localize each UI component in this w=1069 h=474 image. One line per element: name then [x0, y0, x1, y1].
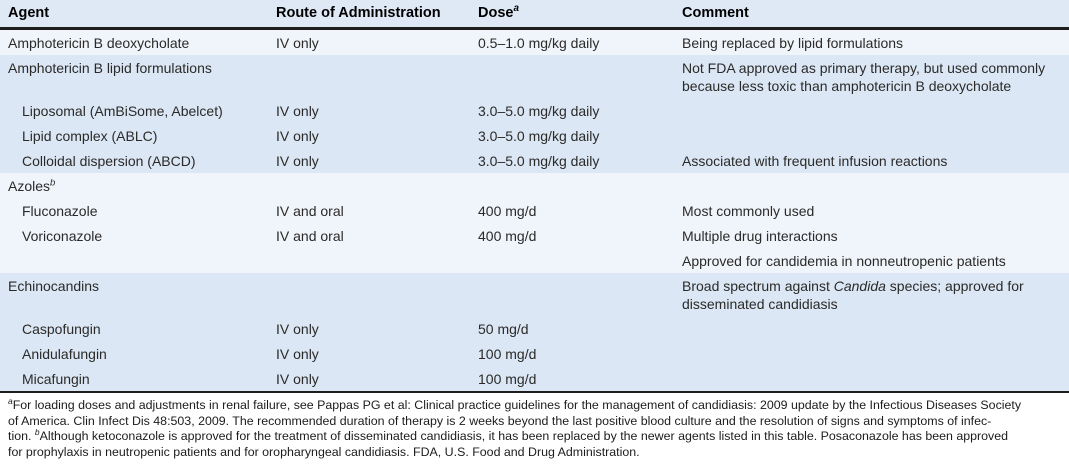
dose-cell: 100 mg/d — [470, 366, 674, 391]
route-cell: IV only — [268, 28, 470, 55]
agent-cell: Colloidal dispersion (ABCD) — [0, 148, 268, 173]
table-row: Approved for candidemia in nonneutropeni… — [0, 248, 1069, 273]
agent-cell: Azolesb — [0, 173, 268, 198]
table-row: Fluconazole IV and oral 400 mg/d Most commo… — [0, 198, 1069, 223]
route-cell — [268, 173, 470, 198]
table-row: Azolesb — [0, 173, 1069, 198]
route-cell: IV and oral — [268, 223, 470, 248]
route-cell: IV only — [268, 316, 470, 341]
table-body: Amphotericin B deoxycholate IV only 0.5–1.… — [0, 28, 1069, 391]
agent-cell: Micafungin — [0, 366, 268, 391]
comment-cell — [674, 98, 1069, 123]
agent-cell: Voriconazole — [0, 223, 268, 248]
agent-cell: Fluconazole — [0, 198, 268, 223]
col-header-agent: Agent — [0, 0, 268, 30]
dose-cell: 400 mg/d — [470, 223, 674, 248]
agent-cell: Amphotericin B deoxycholate — [0, 28, 268, 55]
comment-cell: Most commonly used — [674, 198, 1069, 223]
col-header-dose: Dosea — [470, 0, 674, 30]
route-cell — [268, 248, 470, 273]
table-row: Echinocandins Broad spectrum against Cand… — [0, 273, 1069, 316]
header-row: Agent Route of Administration Dosea Comm… — [0, 0, 1069, 30]
dose-cell: 3.0–5.0 mg/kg daily — [470, 148, 674, 173]
route-cell — [268, 273, 470, 316]
footnote-line: tion. bAlthough ketoconazole is approved… — [8, 426, 1009, 443]
table-footnote: aFor loading doses and adjustments in re… — [0, 391, 1069, 460]
table-row: Amphotericin B lipid formulations Not FDA… — [0, 55, 1069, 98]
col-header-comment: Comment — [674, 0, 1069, 30]
agent-cell: Anidulafungin — [0, 341, 268, 366]
table-row: Colloidal dispersion (ABCD) IV only 3.0–5.… — [0, 148, 1069, 173]
route-cell: IV only — [268, 98, 470, 123]
route-cell: IV only — [268, 341, 470, 366]
table-header: Agent Route of Administration Dosea Comm… — [0, 0, 1069, 30]
comment-cell: Multiple drug interactions — [674, 223, 1069, 248]
route-cell — [268, 55, 470, 98]
footnote-line: aFor loading doses and adjustments in re… — [8, 395, 1022, 412]
dose-cell — [470, 248, 674, 273]
route-cell: IV only — [268, 148, 470, 173]
comment-cell: Not FDA approved as primary therapy, but… — [674, 55, 1069, 98]
route-cell: IV only — [268, 123, 470, 148]
agent-cell: Amphotericin B lipid formulations — [0, 55, 268, 98]
comment-cell — [674, 341, 1069, 366]
table-row: Liposomal (AmBiSome, Abelcet) IV only 3.0–… — [0, 98, 1069, 123]
dose-cell — [470, 173, 674, 198]
dose-cell: 400 mg/d — [470, 198, 674, 223]
comment-cell: Associated with frequent infusion reacti… — [674, 148, 1069, 173]
agent-cell: Echinocandins — [0, 273, 268, 316]
table-row: Micafungin IV only 100 mg/d — [0, 366, 1069, 391]
dose-cell: 3.0–5.0 mg/kg daily — [470, 98, 674, 123]
dose-cell — [470, 273, 674, 316]
dose-cell: 0.5–1.0 mg/kg daily — [470, 28, 674, 55]
comment-cell: Broad spectrum against Candida species; … — [674, 273, 1069, 316]
route-cell: IV and oral — [268, 198, 470, 223]
comment-cell — [674, 366, 1069, 391]
agent-cell: Caspofungin — [0, 316, 268, 341]
dose-cell: 50 mg/d — [470, 316, 674, 341]
table-row: Amphotericin B deoxycholate IV only 0.5–1.… — [0, 28, 1069, 55]
dose-cell: 3.0–5.0 mg/kg daily — [470, 123, 674, 148]
table-row: Anidulafungin IV only 100 mg/d — [0, 341, 1069, 366]
comment-cell: Being replaced by lipid formulations — [674, 28, 1069, 55]
agent-cell — [0, 248, 268, 273]
dose-cell — [470, 55, 674, 98]
agent-cell: Lipid complex (ABLC) — [0, 123, 268, 148]
col-header-route: Route of Administration — [268, 0, 470, 30]
table-row: Voriconazole IV and oral 400 mg/d Multiple … — [0, 223, 1069, 248]
agent-cell: Liposomal (AmBiSome, Abelcet) — [0, 98, 268, 123]
comment-cell — [674, 173, 1069, 198]
comment-cell — [674, 123, 1069, 148]
footnote-line: of America. Clin Infect Dis 48:503, 2009… — [8, 413, 992, 428]
antifungal-agents-table: Agent Route of Administration Dosea Comm… — [0, 0, 1069, 391]
footnote-line: for prophylaxis in neutropenic patients … — [8, 444, 640, 459]
table-row: Lipid complex (ABLC) IV only 3.0–5.0 mg/kg… — [0, 123, 1069, 148]
comment-cell — [674, 316, 1069, 341]
table-row: Caspofungin IV only 50 mg/d — [0, 316, 1069, 341]
route-cell: IV only — [268, 366, 470, 391]
comment-cell: Approved for candidemia in nonneutropeni… — [674, 248, 1069, 273]
dose-cell: 100 mg/d — [470, 341, 674, 366]
